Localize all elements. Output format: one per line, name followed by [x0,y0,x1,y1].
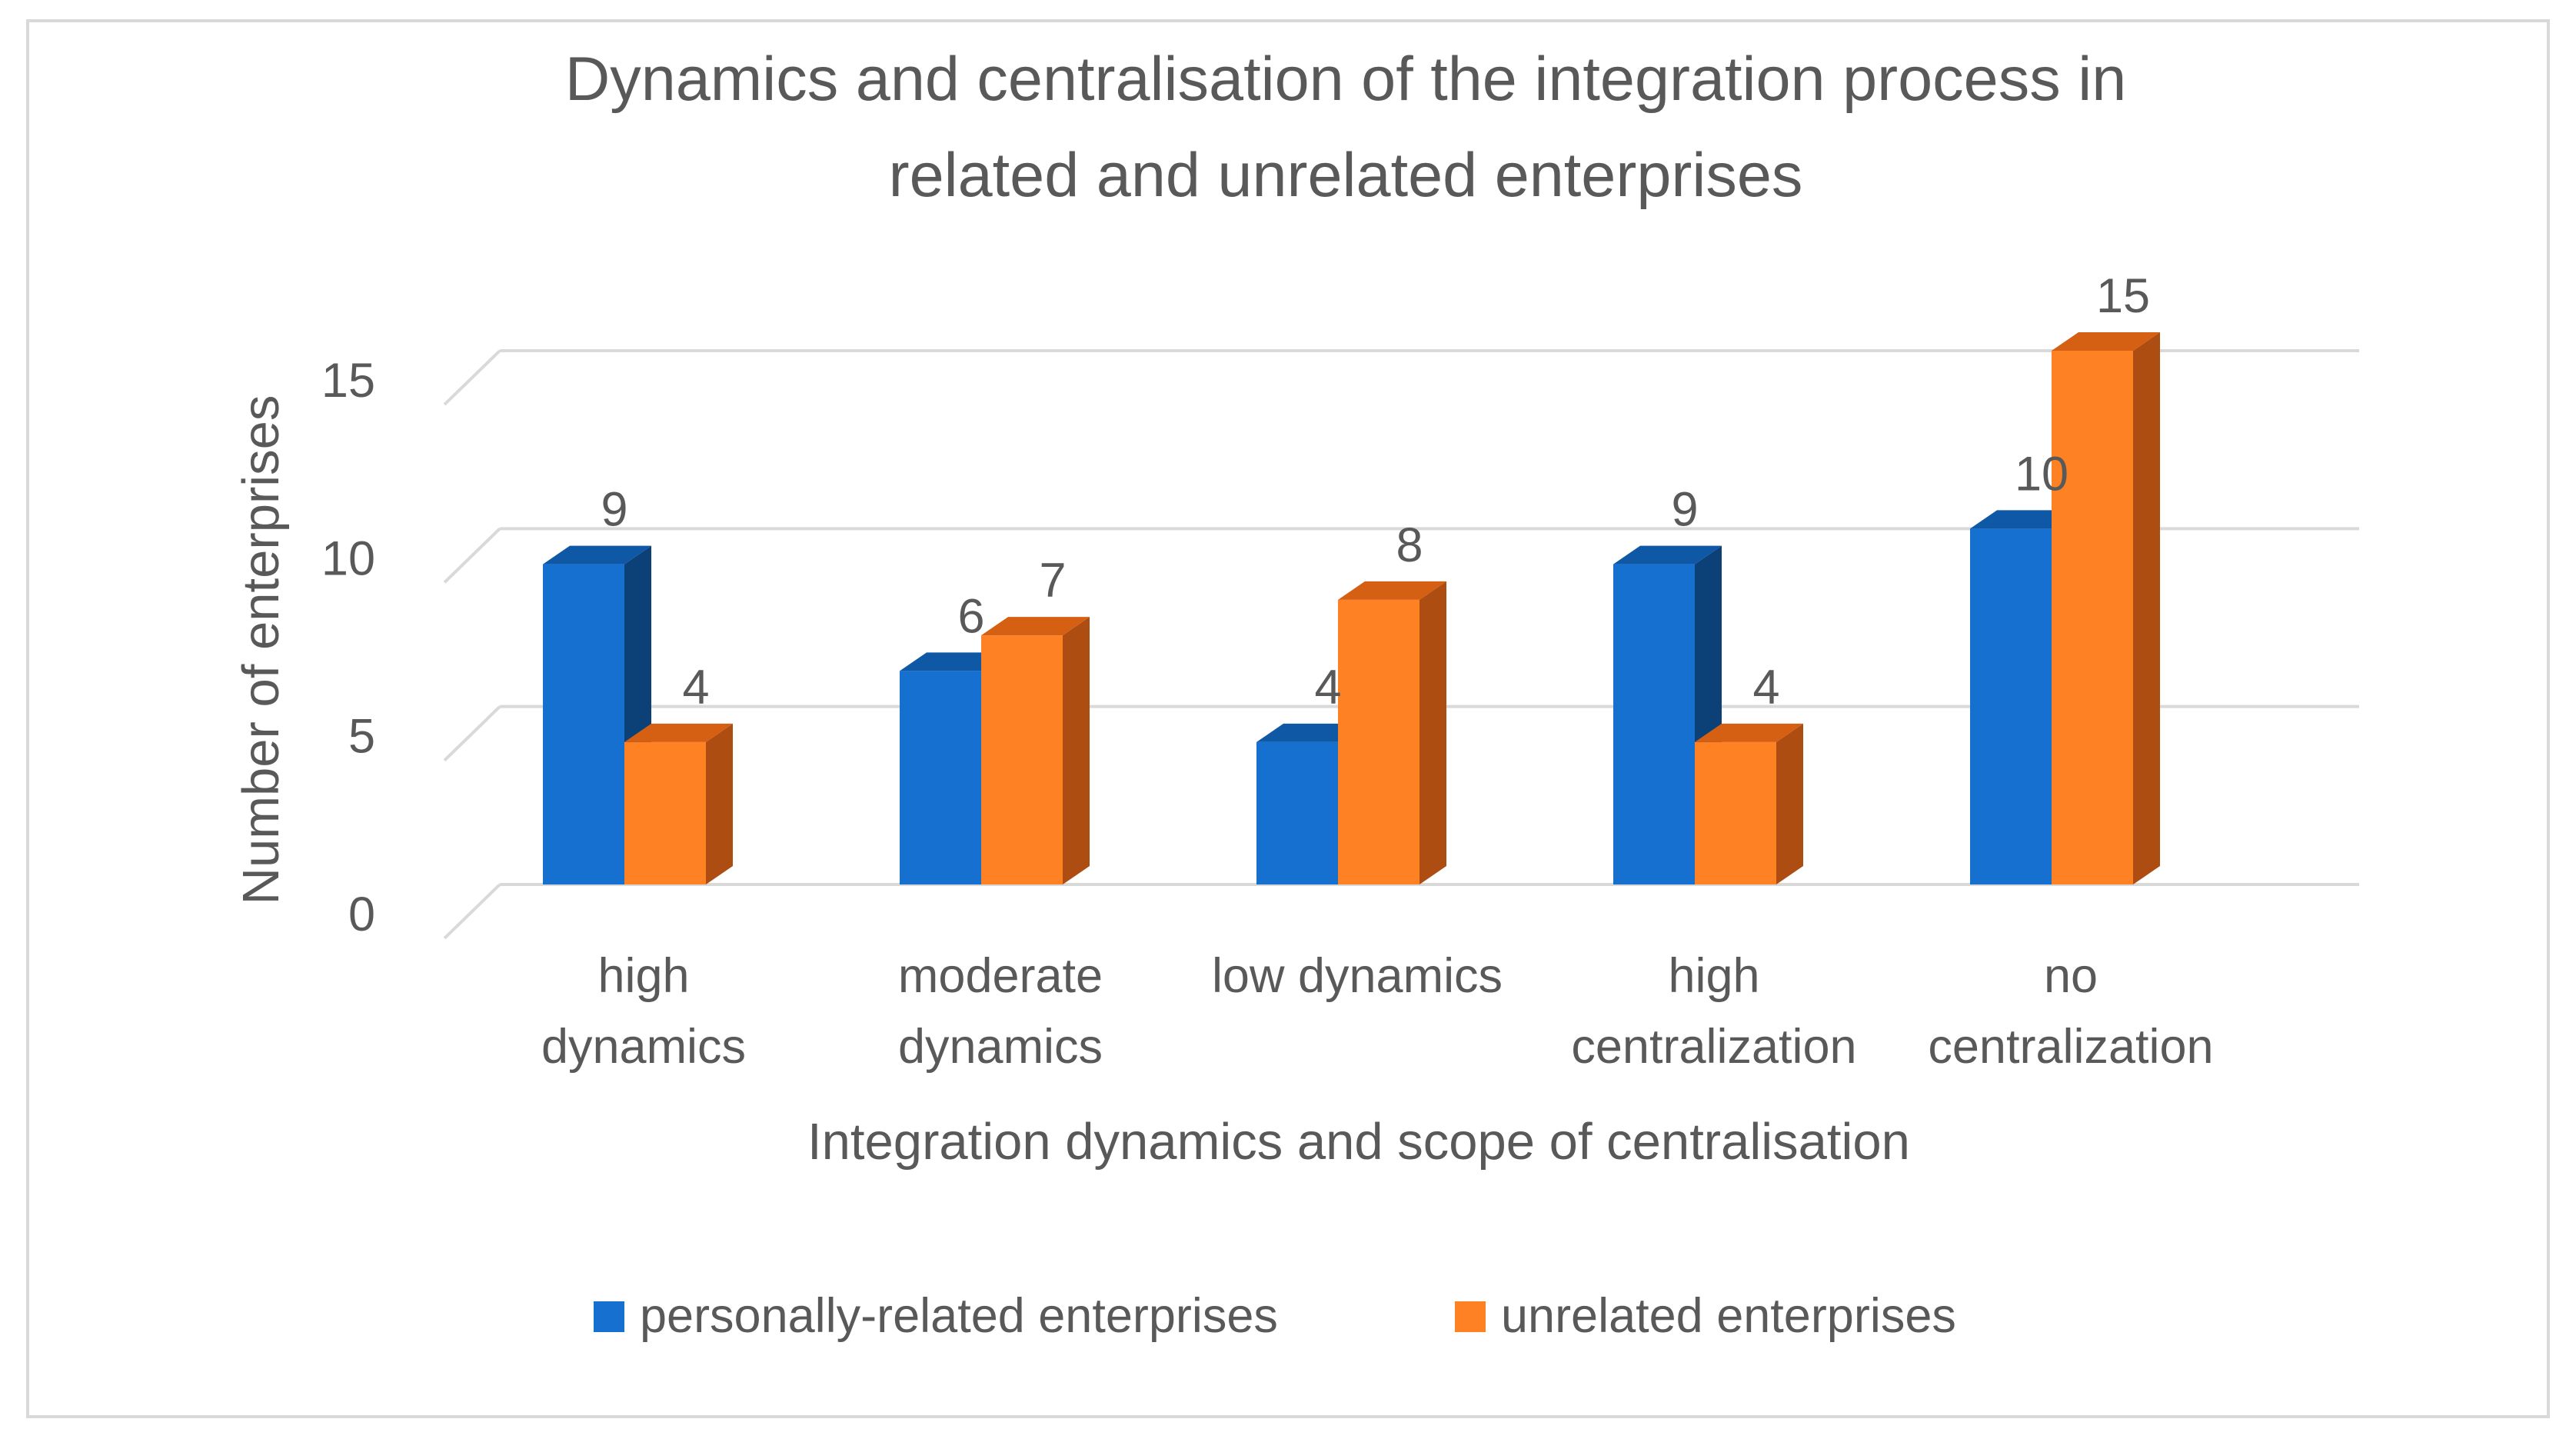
data-labels: 9 4 6 7 4 8 9 4 10 15 [601,269,2150,715]
bar-top [1970,510,2078,529]
bar-side [2133,332,2160,884]
x-tick-label: moderate [898,949,1103,1003]
legend-swatch-personally-related [594,1301,624,1332]
x-tick-label: high [1668,949,1759,1003]
y-tick-label: 5 [348,710,375,764]
bar-top [624,723,733,742]
data-label: 9 [601,483,627,537]
x-tick-label: dynamics [898,1020,1103,1074]
chart-title-line-1: Dynamics and centralisation of the integ… [565,45,2127,114]
legend-label-unrelated: unrelated enterprises [1501,1289,1956,1343]
y-axis-title: Number of enterprises [232,395,290,905]
bar-top [1256,723,1365,742]
legend-swatch-unrelated [1455,1301,1486,1332]
bar-front [900,671,981,884]
bars [543,332,2160,884]
x-tick-label: dynamics [541,1020,746,1074]
bar [624,723,733,884]
data-label: 15 [2096,269,2150,323]
bar-front [1256,741,1338,884]
chart-title-line-2: related and unrelated enterprises [889,141,1803,210]
x-tick-label: high [597,949,689,1003]
bar-front [2052,351,2133,884]
data-label: 8 [1396,518,1423,572]
y-tick-label: 10 [321,531,375,585]
y-tick-label: 0 [348,888,375,941]
data-label: 6 [957,589,984,643]
bar-front [981,635,1063,884]
bar-front [543,564,624,884]
bar-front [1613,564,1695,884]
legend-label-personally-related: personally-related enterprises [640,1289,1278,1343]
bar-front [1970,528,2052,884]
gridline-side [443,883,501,940]
bar-side [706,723,733,884]
gridline-side [443,705,501,762]
x-tick-label: low dynamics [1212,949,1503,1003]
bar [1695,723,1803,884]
chart-border [26,19,2550,1418]
x-axis-tick-labels: high dynamics moderate dynamics low dynamics… [541,949,2214,1074]
gridline-side [443,527,501,584]
bar-top [543,545,651,565]
bar-top [900,652,1008,671]
data-label: 9 [1671,483,1698,537]
bar-front [1338,599,1419,884]
data-label: 4 [682,661,709,715]
bar-side [1063,617,1090,884]
bar [1338,581,1446,884]
y-axis-tick-labels: 0 5 10 15 [321,354,375,941]
y-tick-label: 15 [321,354,375,408]
bar [2052,332,2160,884]
gridline-side [443,349,501,406]
bar-top [1338,581,1446,600]
legend: personally-related enterprises unrelated… [594,1289,1956,1343]
bar-side [1776,723,1803,884]
x-tick-label: centralization [1928,1020,2213,1074]
data-label: 7 [1039,554,1066,608]
bar-top [981,617,1090,636]
bar-side [1419,581,1446,884]
data-label: 4 [1314,661,1341,715]
bar-top [2052,332,2160,351]
bar-front [1695,741,1776,884]
x-tick-label: centralization [1571,1020,1856,1074]
bar [981,617,1090,884]
data-label: 4 [1752,661,1779,715]
bar-top [1695,723,1803,742]
x-tick-label: no [2044,949,2098,1003]
bar-front [624,741,706,884]
bar-top [1613,545,1722,565]
data-label: 10 [2015,447,2068,501]
x-axis-title: Integration dynamics and scope of centra… [807,1113,1910,1171]
